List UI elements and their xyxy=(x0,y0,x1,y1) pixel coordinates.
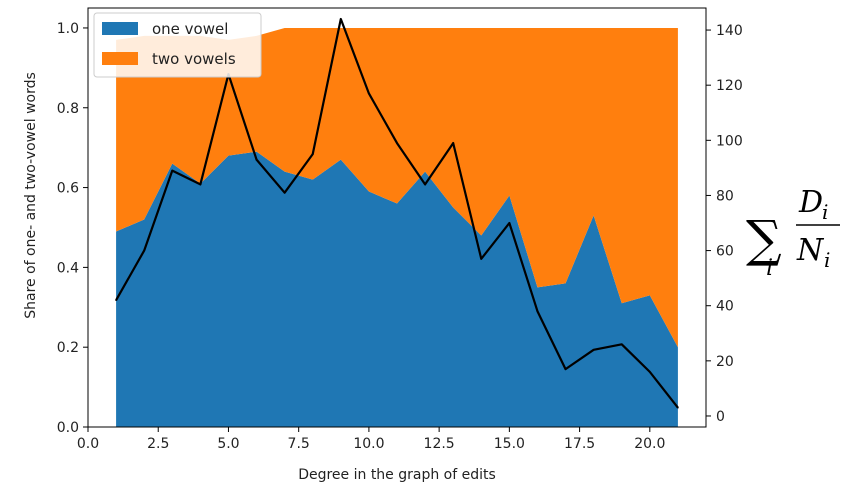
line-point xyxy=(115,299,117,301)
line-point xyxy=(143,249,145,252)
line-point xyxy=(424,183,426,186)
y-tick-label: 0.6 xyxy=(57,181,79,197)
x-tick-label: 12.5 xyxy=(424,436,455,452)
y-tick-label: 0.8 xyxy=(57,101,79,117)
area-two-vowels xyxy=(116,27,678,348)
line-point xyxy=(620,343,623,346)
formula-sum-index: i xyxy=(766,256,773,281)
line-point xyxy=(368,92,370,95)
line-point xyxy=(396,142,398,144)
y2-tick-label: 140 xyxy=(716,23,743,39)
y-tick-label: 0.2 xyxy=(57,340,79,356)
legend-label-one-vowel: one vowel xyxy=(152,20,228,38)
line-point xyxy=(199,183,202,186)
line-point xyxy=(452,142,454,144)
x-tick-label: 20.0 xyxy=(634,436,665,452)
legend: one vowel two vowels xyxy=(93,12,262,78)
formula-denominator: N xyxy=(796,233,825,268)
line-point xyxy=(677,406,679,409)
areas xyxy=(116,27,678,427)
x-axis: 0.0 2.5 5.0 7.5 10.0 12.5 15.0 17.5 20.0 xyxy=(77,427,665,452)
x-tick-label: 2.5 xyxy=(147,436,169,452)
area-one-vowel xyxy=(116,151,678,427)
y2-axis: 0 20 40 60 80 100 120 140 xyxy=(706,23,743,425)
legend-swatch-two-vowels xyxy=(102,52,138,65)
formula-numerator: D xyxy=(798,185,823,220)
line-point xyxy=(311,153,314,155)
line-point xyxy=(480,258,483,260)
plot-frame xyxy=(87,7,707,428)
line-point xyxy=(340,18,342,20)
line-point xyxy=(283,191,286,194)
y2-tick-label: 40 xyxy=(716,299,734,315)
formula-numerator-subscript: i xyxy=(822,200,828,224)
y2-tick-label: 60 xyxy=(716,244,734,260)
x-tick-label: 0.0 xyxy=(77,436,99,452)
x-axis-title: Degree in the graph of edits xyxy=(298,467,496,483)
formula-sum-sign: ∑ xyxy=(746,210,782,268)
y2-tick-label: 20 xyxy=(716,354,734,370)
y-axis: 0.0 0.2 0.4 0.6 0.8 1.0 xyxy=(57,21,88,436)
formula-denominator-subscript: i xyxy=(824,248,830,272)
y2-tick-label: 120 xyxy=(716,78,743,94)
x-tick-label: 5.0 xyxy=(217,436,239,452)
y-tick-label: 0.0 xyxy=(57,420,79,436)
x-tick-label: 15.0 xyxy=(494,436,525,452)
y2-tick-label: 100 xyxy=(716,133,743,149)
legend-label-two-vowels: two vowels xyxy=(152,50,236,68)
line-point xyxy=(508,222,511,224)
line-point xyxy=(536,310,539,313)
y2-tick-label: 80 xyxy=(716,188,734,204)
x-tick-label: 10.0 xyxy=(353,436,384,452)
line-point xyxy=(649,371,651,373)
x-tick-label: 17.5 xyxy=(564,436,595,452)
line-point xyxy=(255,158,258,161)
line-point xyxy=(592,349,595,351)
y-axis-title: Share of one- and two-vowel words xyxy=(23,72,39,319)
line-point xyxy=(171,169,174,172)
line-point xyxy=(564,368,567,370)
y2-axis-title: ∑ i D i N i xyxy=(746,185,840,281)
y2-tick-label: 0 xyxy=(716,409,725,425)
legend-swatch-one-vowel xyxy=(102,22,138,35)
x-tick-label: 7.5 xyxy=(288,436,310,452)
y-tick-label: 0.4 xyxy=(57,260,79,276)
y-tick-label: 1.0 xyxy=(57,21,79,37)
plot-area xyxy=(87,7,707,428)
